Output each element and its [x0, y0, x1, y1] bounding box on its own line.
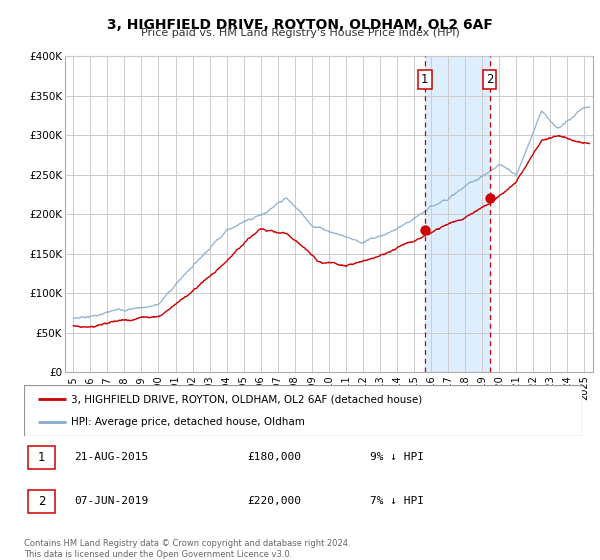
- Point: [485, 194, 494, 203]
- Text: 9% ↓ HPI: 9% ↓ HPI: [370, 452, 424, 462]
- Text: 07-JUN-2019: 07-JUN-2019: [74, 496, 148, 506]
- Text: 7% ↓ HPI: 7% ↓ HPI: [370, 496, 424, 506]
- Text: 2: 2: [486, 73, 493, 86]
- Text: £180,000: £180,000: [247, 452, 301, 462]
- Bar: [425, 56, 490, 372]
- Text: 21-AUG-2015: 21-AUG-2015: [74, 452, 148, 462]
- Text: £220,000: £220,000: [247, 496, 301, 506]
- Text: 3, HIGHFIELD DRIVE, ROYTON, OLDHAM, OL2 6AF: 3, HIGHFIELD DRIVE, ROYTON, OLDHAM, OL2 …: [107, 18, 493, 32]
- Text: Price paid vs. HM Land Registry's House Price Index (HPI): Price paid vs. HM Land Registry's House …: [140, 28, 460, 38]
- Text: 2: 2: [38, 494, 46, 508]
- Text: 3, HIGHFIELD DRIVE, ROYTON, OLDHAM, OL2 6AF (detached house): 3, HIGHFIELD DRIVE, ROYTON, OLDHAM, OL2 …: [71, 394, 422, 404]
- Bar: [28, 489, 55, 513]
- Text: HPI: Average price, detached house, Oldham: HPI: Average price, detached house, Oldh…: [71, 417, 305, 427]
- Text: 1: 1: [38, 451, 46, 464]
- Text: Contains HM Land Registry data © Crown copyright and database right 2024.
This d: Contains HM Land Registry data © Crown c…: [24, 539, 350, 559]
- Bar: [28, 446, 55, 469]
- Text: 1: 1: [421, 73, 428, 86]
- Point: [420, 226, 430, 235]
